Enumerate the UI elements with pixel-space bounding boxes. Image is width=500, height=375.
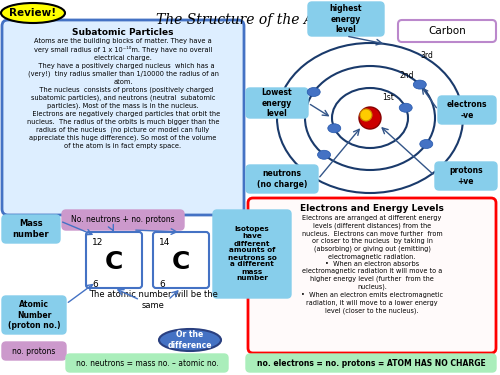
FancyBboxPatch shape <box>2 296 66 334</box>
Ellipse shape <box>159 329 221 351</box>
FancyBboxPatch shape <box>248 198 496 353</box>
Text: Review!: Review! <box>10 8 56 18</box>
Text: 6: 6 <box>159 280 165 289</box>
Text: 12: 12 <box>92 238 104 247</box>
Text: 3rd: 3rd <box>420 51 433 60</box>
Text: neutrons
(no charge): neutrons (no charge) <box>257 169 307 189</box>
FancyBboxPatch shape <box>308 2 384 36</box>
Text: Electrons are arranged at different energy
levels (different distances) from the: Electrons are arranged at different ener… <box>301 215 443 314</box>
FancyBboxPatch shape <box>153 232 209 288</box>
FancyBboxPatch shape <box>246 354 496 372</box>
FancyBboxPatch shape <box>213 210 291 298</box>
Ellipse shape <box>414 80 426 89</box>
FancyBboxPatch shape <box>398 20 496 42</box>
FancyBboxPatch shape <box>2 20 244 215</box>
Text: Lowest
energy
level: Lowest energy level <box>262 88 292 118</box>
FancyBboxPatch shape <box>2 342 66 360</box>
Text: 6: 6 <box>92 280 98 289</box>
Ellipse shape <box>1 3 65 23</box>
FancyBboxPatch shape <box>62 210 184 230</box>
FancyBboxPatch shape <box>438 96 496 124</box>
Text: C: C <box>105 250 123 274</box>
Text: 14: 14 <box>159 238 170 247</box>
FancyBboxPatch shape <box>246 88 308 118</box>
Ellipse shape <box>420 140 433 148</box>
Ellipse shape <box>318 150 330 159</box>
Text: Atomic
Number
(proton no.): Atomic Number (proton no.) <box>8 300 60 330</box>
Text: The Structure of the Atom: The Structure of the Atom <box>156 13 340 27</box>
FancyBboxPatch shape <box>86 232 142 288</box>
Text: Atoms are the building blocks of matter. They have a
very small radius of 1 x 10: Atoms are the building blocks of matter.… <box>26 38 220 149</box>
Ellipse shape <box>328 124 341 133</box>
Text: The atomic number will be the
same: The atomic number will be the same <box>88 290 218 310</box>
Text: no. electrons = no. protons = ATOM HAS NO CHARGE: no. electrons = no. protons = ATOM HAS N… <box>256 358 486 368</box>
Text: No. neutrons + no. protons: No. neutrons + no. protons <box>71 216 175 225</box>
Text: no. protons: no. protons <box>12 346 56 355</box>
Text: Mass
number: Mass number <box>12 219 50 239</box>
Text: Electrons and Energy Levels: Electrons and Energy Levels <box>300 204 444 213</box>
Text: Isotopes
have
different
amounts of
neutrons so
a different
mass
number: Isotopes have different amounts of neutr… <box>228 226 276 282</box>
Text: no. neutrons = mass no. – atomic no.: no. neutrons = mass no. – atomic no. <box>76 358 219 368</box>
FancyBboxPatch shape <box>435 162 497 190</box>
Text: protons
+ve: protons +ve <box>449 166 483 186</box>
Text: electrons
-ve: electrons -ve <box>447 100 487 120</box>
Text: C: C <box>172 250 190 274</box>
Circle shape <box>359 107 381 129</box>
Text: Subatomic Particles: Subatomic Particles <box>72 28 174 37</box>
Text: 1st: 1st <box>382 93 394 102</box>
Text: Or the
difference: Or the difference <box>168 330 212 350</box>
Ellipse shape <box>399 103 412 112</box>
Text: 2nd: 2nd <box>400 72 414 81</box>
FancyBboxPatch shape <box>246 165 318 193</box>
Ellipse shape <box>307 87 320 96</box>
FancyBboxPatch shape <box>2 215 60 243</box>
Circle shape <box>360 109 372 121</box>
Text: highest
energy
level: highest energy level <box>330 4 362 34</box>
FancyBboxPatch shape <box>66 354 228 372</box>
Text: Carbon: Carbon <box>428 26 466 36</box>
